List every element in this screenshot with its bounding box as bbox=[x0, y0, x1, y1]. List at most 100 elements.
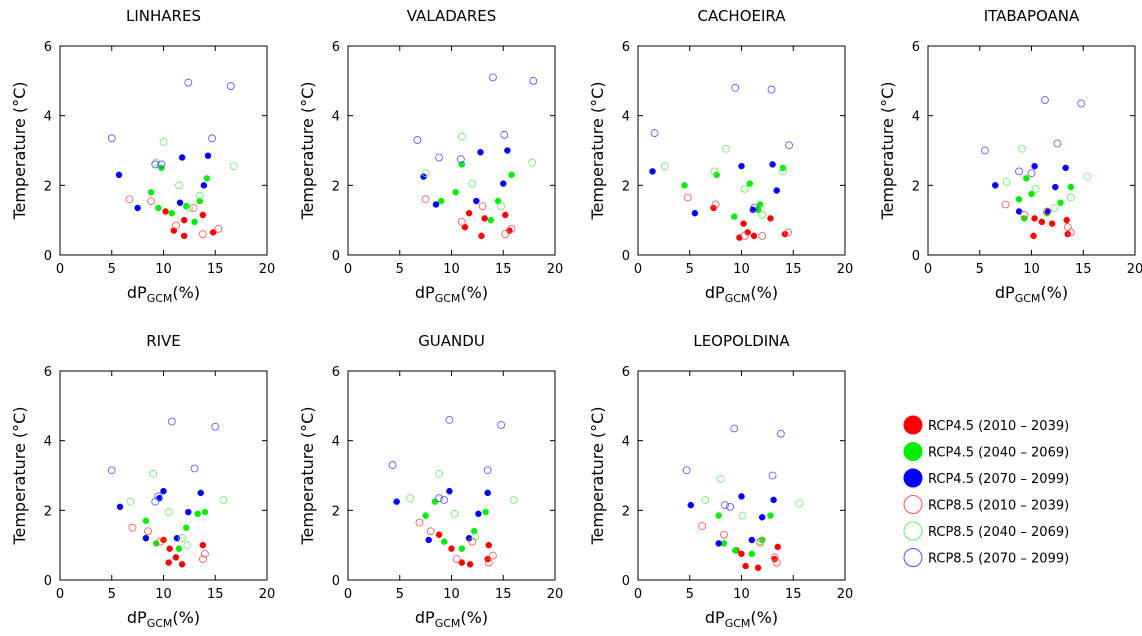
data-point bbox=[144, 527, 152, 536]
x-tick-label: 10 bbox=[155, 587, 172, 602]
data-point bbox=[785, 141, 794, 150]
data-point bbox=[1001, 200, 1010, 209]
data-point bbox=[731, 83, 740, 92]
data-point bbox=[1028, 190, 1035, 198]
y-axis-label: Temperature (°C) bbox=[588, 81, 607, 220]
data-point bbox=[191, 218, 198, 226]
data-point bbox=[748, 550, 756, 558]
data-point bbox=[650, 129, 659, 137]
data-point bbox=[165, 559, 172, 566]
data-point bbox=[178, 534, 187, 543]
data-point bbox=[1057, 199, 1064, 206]
data-point bbox=[502, 211, 509, 219]
data-point bbox=[767, 85, 776, 94]
x-tick-label: 20 bbox=[259, 262, 276, 277]
data-point bbox=[393, 498, 400, 505]
data-point bbox=[1063, 216, 1070, 224]
data-point bbox=[529, 76, 538, 85]
data-point bbox=[488, 73, 497, 82]
data-point bbox=[168, 209, 176, 217]
data-point bbox=[471, 532, 480, 541]
x-axis-label-subscript: GCM bbox=[147, 292, 173, 305]
data-point bbox=[691, 209, 699, 217]
x-tick-label: 15 bbox=[495, 587, 512, 602]
data-point bbox=[172, 221, 180, 230]
data-point bbox=[756, 539, 765, 548]
x-tick-label: 0 bbox=[56, 262, 64, 277]
data-point bbox=[196, 197, 203, 205]
data-point bbox=[726, 502, 735, 511]
x-axis-label: dPGCM(%) bbox=[995, 283, 1068, 305]
data-point bbox=[711, 200, 720, 209]
data-point bbox=[155, 204, 162, 212]
data-point bbox=[500, 130, 509, 139]
data-point bbox=[178, 561, 186, 568]
data-point bbox=[500, 180, 507, 187]
data-point bbox=[200, 549, 209, 558]
data-point bbox=[661, 162, 669, 171]
data-point bbox=[758, 231, 767, 240]
data-point bbox=[1038, 218, 1046, 226]
data-point bbox=[501, 230, 510, 239]
data-point bbox=[754, 564, 762, 572]
data-point bbox=[142, 534, 150, 542]
data-point bbox=[468, 537, 477, 546]
data-point bbox=[687, 501, 695, 509]
panel-title: GUANDU bbox=[418, 332, 485, 350]
data-point bbox=[1052, 183, 1059, 191]
data-point bbox=[197, 489, 205, 497]
data-point bbox=[1023, 175, 1030, 182]
data-point bbox=[1031, 215, 1038, 222]
data-point bbox=[189, 204, 198, 212]
panel-leopoldina: LEOPOLDINA 0 5 10 15 20 0 2 4 6 dPGCM(%) Temperatur… bbox=[588, 332, 853, 630]
data-point bbox=[748, 536, 756, 544]
data-point bbox=[784, 228, 792, 237]
data-point bbox=[992, 182, 999, 189]
x-tick-label: 15 bbox=[207, 587, 224, 602]
data-point bbox=[746, 180, 754, 187]
x-tick-label: 0 bbox=[634, 262, 642, 277]
data-point bbox=[167, 417, 176, 426]
data-point bbox=[421, 195, 430, 204]
y-tick-label: 0 bbox=[622, 249, 630, 264]
data-point bbox=[483, 466, 492, 475]
x-tick-label: 15 bbox=[495, 262, 512, 277]
x-tick-label: 5 bbox=[686, 262, 694, 277]
data-point bbox=[154, 492, 163, 501]
y-axis-label: Temperature (°C) bbox=[10, 406, 29, 545]
data-point bbox=[172, 554, 180, 561]
data-point bbox=[432, 201, 440, 208]
x-axis-label-subscript: GCM bbox=[435, 617, 461, 630]
legend-marker bbox=[903, 442, 923, 461]
x-axis-label-suffix: (%) bbox=[460, 608, 488, 627]
x-tick-label: 10 bbox=[443, 262, 460, 277]
data-point bbox=[458, 559, 466, 566]
x-tick-label: 20 bbox=[547, 262, 564, 277]
data-point bbox=[1030, 232, 1037, 240]
x-axis-label-suffix: (%) bbox=[172, 283, 200, 302]
x-tick-label: 20 bbox=[837, 262, 854, 277]
data-point bbox=[701, 495, 710, 504]
x-axis-label: dPGCM(%) bbox=[415, 608, 488, 630]
data-point bbox=[176, 199, 184, 206]
data-point bbox=[199, 541, 207, 549]
y-tick-label: 4 bbox=[912, 110, 920, 125]
data-point bbox=[715, 512, 722, 519]
x-tick-label: 15 bbox=[785, 587, 802, 602]
y-tick-label: 2 bbox=[332, 179, 340, 194]
data-point bbox=[1077, 99, 1086, 108]
data-point bbox=[190, 464, 199, 473]
y-tick-label: 0 bbox=[912, 249, 920, 264]
data-point bbox=[458, 545, 466, 552]
data-point bbox=[1043, 207, 1051, 216]
data-point bbox=[413, 136, 422, 144]
plot-frame bbox=[637, 370, 846, 581]
data-point bbox=[649, 168, 656, 175]
data-point bbox=[738, 493, 745, 500]
x-axis-label: dPGCM(%) bbox=[127, 608, 200, 630]
data-point bbox=[681, 182, 688, 189]
data-point bbox=[457, 218, 466, 226]
plot-frame bbox=[59, 370, 268, 581]
data-point bbox=[452, 189, 459, 196]
